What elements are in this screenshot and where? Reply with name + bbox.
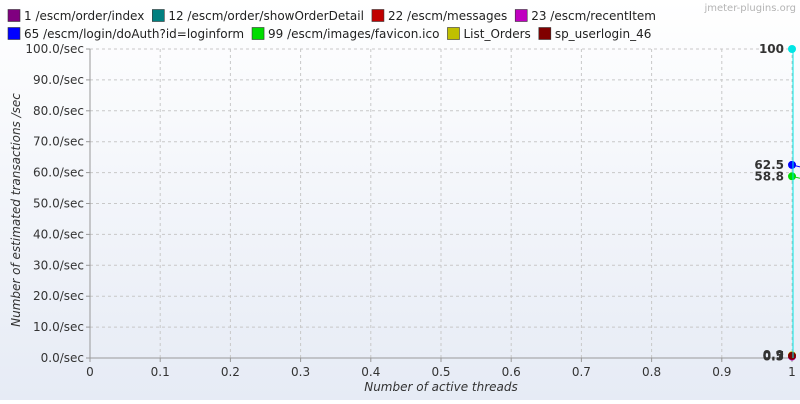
legend-label: sp_userlogin_46 (555, 27, 652, 41)
data-label: 0.5 (763, 349, 784, 363)
y-tick-label: 40.0/sec (33, 227, 84, 241)
legend-label: 23 /escm/recentItem (531, 9, 656, 23)
x-tick-label: 0.2 (221, 365, 240, 379)
legend-label: List_Orders (463, 27, 530, 41)
x-tick-label: 0.9 (712, 365, 731, 379)
y-tick-label: 70.0/sec (33, 135, 84, 149)
y-tick-label: 50.0/sec (33, 197, 84, 211)
series-point (788, 45, 796, 53)
legend-swatch (152, 9, 165, 22)
legend-swatch (7, 9, 21, 22)
legend-swatch (371, 9, 385, 22)
y-tick-label: 90.0/sec (33, 73, 84, 87)
x-tick-label: 0.1 (151, 365, 170, 379)
x-tick-label: 0.5 (431, 365, 450, 379)
legend-label: 99 /escm/images/favicon.ico (268, 27, 439, 41)
legend-label: 12 /escm/order/showOrderDetail (168, 9, 364, 23)
series-point (788, 351, 796, 360)
y-tick-label: 30.0/sec (33, 258, 84, 272)
legend: 1 /escm/order/index 12 /escm/order/showOr… (7, 9, 656, 41)
x-tick-label: 0.7 (572, 365, 591, 379)
data-label: 0.7 (763, 349, 784, 363)
data-label: 0.9 (763, 348, 784, 362)
x-axis-title: Number of active threads (364, 380, 518, 394)
y-tick-label: 80.0/sec (33, 104, 84, 118)
y-tick-label: 10.0/sec (33, 320, 84, 334)
x-tick-label: 0.8 (642, 365, 661, 379)
data-label: 58.8 (754, 169, 784, 183)
series-point (788, 172, 796, 181)
y-axis-title: Number of estimated transactions /sec (9, 93, 23, 327)
x-tick-label: 0.6 (502, 365, 521, 379)
x-tick-label: 1 (788, 365, 796, 379)
data-labels: 100 62.558.8 0.90.70.5 (754, 42, 784, 363)
axes: 0.0/sec 10.0/sec 20.0/sec 30.0/sec 40.0/sec 5… (25, 42, 795, 379)
watermark: jmeter-plugins.org (703, 3, 796, 14)
legend-swatch (7, 27, 21, 40)
y-tick-label: 100.0/sec (25, 42, 84, 56)
legend-label: 65 /escm/login/doAuth?id=loginform (24, 27, 244, 41)
x-tick-label: 0.4 (361, 365, 380, 379)
data-label: 100 (759, 42, 784, 56)
legend-swatch (514, 9, 528, 22)
legend-swatch (251, 27, 265, 40)
data-label: 62.5 (754, 158, 784, 172)
legend-swatch (538, 27, 552, 40)
series-point (788, 160, 796, 169)
legend-swatch (447, 27, 460, 40)
y-tick-label: 20.0/sec (33, 289, 84, 303)
x-tick-label: 0 (86, 365, 94, 379)
y-tick-label: 60.0/sec (33, 166, 84, 180)
y-tick-label: 0.0/sec (41, 351, 84, 365)
x-tick-label: 0.3 (291, 365, 310, 379)
series-layer (788, 45, 800, 361)
legend-label: 1 /escm/order/index (24, 9, 144, 23)
legend-label: 22 /escm/messages (388, 9, 507, 23)
